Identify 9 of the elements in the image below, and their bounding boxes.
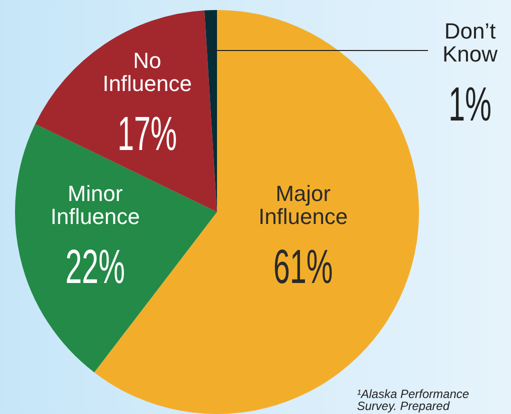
slice-label: Don’t Know [442,18,498,66]
data-label: 17% [117,108,177,161]
data-label: 61% [273,241,333,294]
data-label: 22% [65,240,125,294]
slice-label: Major Influence [258,181,348,230]
slice-label: Minor Influence [50,180,140,229]
text: ¹Alaska Performance Survey. Prepared [357,387,470,413]
data-label: 1% [448,78,492,132]
slice-label: No Influence [102,48,192,96]
